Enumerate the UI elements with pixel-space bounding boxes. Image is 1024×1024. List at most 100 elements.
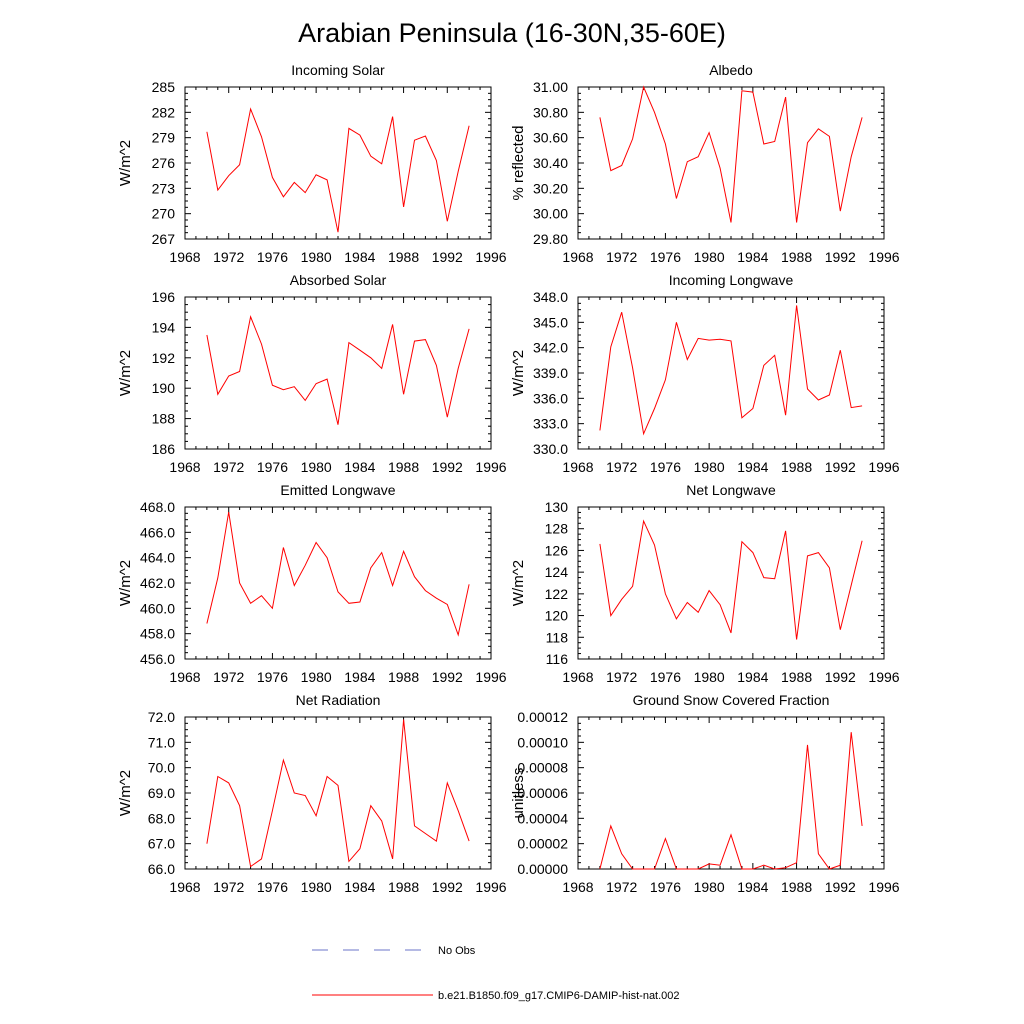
series-line [599, 519, 863, 640]
x-tick-label: 1988 [781, 459, 812, 475]
y-tick-label: 267 [152, 231, 176, 247]
y-tick-label: 468.0 [140, 499, 175, 515]
y-tick-label: 192 [152, 350, 176, 366]
x-tick-label: 1972 [213, 669, 244, 685]
x-tick-label: 1972 [213, 249, 244, 265]
x-tick-label: 1984 [344, 459, 375, 475]
plot-frame [577, 86, 885, 240]
x-tick-label: 1988 [781, 669, 812, 685]
y-tick-label: 282 [152, 104, 176, 120]
y-tick-label: 30.80 [533, 104, 568, 120]
y-tick-label: 66.0 [148, 861, 175, 877]
panel-title: Incoming Longwave [669, 272, 794, 288]
chart-panel: Incoming Solar W/m^2 1968 1972 1976 1980 1984 1… [117, 62, 507, 265]
main-title: Arabian Peninsula (16-30N,35-60E) [298, 18, 726, 48]
x-tick-label: 1984 [737, 669, 768, 685]
x-tick-label: 1972 [606, 459, 637, 475]
x-tick-label: 1984 [344, 249, 375, 265]
x-tick-label: 1992 [825, 459, 856, 475]
panel-title: Absorbed Solar [290, 272, 387, 288]
x-tick-label: 1972 [606, 669, 637, 685]
x-tick-label: 1976 [257, 249, 288, 265]
plot-frame [184, 506, 492, 660]
x-tick-label: 1968 [169, 879, 200, 895]
x-tick-label: 1980 [694, 459, 725, 475]
y-tick-label: 118 [546, 629, 569, 645]
y-tick-label: 194 [152, 319, 176, 335]
series-line [206, 107, 470, 233]
x-tick-label: 1972 [606, 879, 637, 895]
x-tick-label: 1992 [432, 459, 463, 475]
panel-title: Net Longwave [686, 482, 776, 498]
x-tick-label: 1976 [257, 879, 288, 895]
y-tick-label: 0.00006 [517, 785, 568, 801]
y-tick-label: 69.0 [148, 785, 175, 801]
x-tick-label: 1984 [737, 879, 768, 895]
chart-panel: Net Radiation W/m^2 1968 1972 1976 1980 1984 19… [117, 692, 507, 895]
y-tick-label: 456.0 [140, 651, 175, 667]
x-tick-label: 1968 [562, 669, 593, 685]
x-tick-label: 1992 [432, 249, 463, 265]
y-tick-label: 30.40 [533, 155, 568, 171]
x-tick-label: 1976 [257, 459, 288, 475]
y-tick-label: 72.0 [148, 709, 175, 725]
y-tick-label: 285 [152, 79, 176, 95]
y-tick-label: 0.00008 [517, 760, 568, 776]
x-tick-label: 1996 [475, 669, 506, 685]
x-tick-label: 1988 [388, 459, 419, 475]
y-tick-label: 345.0 [533, 314, 568, 330]
series-line [206, 315, 470, 425]
y-tick-label: 270 [152, 206, 176, 222]
x-tick-label: 1996 [868, 249, 899, 265]
x-tick-label: 1996 [868, 879, 899, 895]
panel-title: Net Radiation [296, 692, 381, 708]
chart-panel: Net Longwave W/m^2 1968 1972 1976 1980 1984 198… [510, 482, 900, 685]
x-tick-label: 1972 [606, 249, 637, 265]
y-tick-label: 0.00010 [517, 734, 568, 750]
x-tick-label: 1996 [475, 249, 506, 265]
x-tick-label: 1968 [169, 669, 200, 685]
x-tick-label: 1972 [213, 459, 244, 475]
plot-frame [577, 506, 885, 660]
y-tick-label: 128 [545, 521, 569, 537]
y-axis-label: W/m^2 [117, 560, 134, 606]
x-tick-label: 1972 [213, 879, 244, 895]
y-tick-label: 273 [152, 180, 176, 196]
x-tick-label: 1976 [650, 879, 681, 895]
x-tick-label: 1988 [388, 669, 419, 685]
x-tick-label: 1968 [169, 249, 200, 265]
y-axis-label: unitless [510, 768, 527, 819]
x-tick-label: 1988 [388, 879, 419, 895]
y-tick-label: 130 [545, 499, 569, 515]
x-tick-label: 1992 [825, 879, 856, 895]
chart-panel: Ground Snow Covered Fraction unitless 1968… [510, 692, 900, 895]
x-tick-label: 1980 [694, 879, 725, 895]
plot-frame [577, 296, 885, 450]
x-tick-label: 1996 [868, 459, 899, 475]
y-tick-label: 30.00 [533, 206, 568, 222]
x-tick-label: 1980 [301, 249, 332, 265]
y-tick-label: 464.0 [140, 550, 175, 566]
y-axis-label: % reflected [510, 125, 527, 200]
series-line [206, 512, 470, 637]
x-tick-label: 1992 [432, 879, 463, 895]
y-tick-label: 336.0 [533, 390, 568, 406]
x-tick-label: 1980 [694, 669, 725, 685]
x-tick-label: 1968 [562, 249, 593, 265]
plot-frame [184, 296, 492, 450]
panels: Incoming Solar W/m^2 1968 1972 1976 1980 1984 1… [117, 62, 900, 895]
x-tick-label: 1988 [781, 249, 812, 265]
y-tick-label: 279 [152, 130, 176, 146]
chart-panel: Albedo % reflected 1968 1972 1976 1980 1984 198… [510, 62, 900, 265]
chart-panel: Emitted Longwave W/m^2 1968 1972 1976 1980 198… [117, 482, 507, 685]
plot-frame [577, 716, 885, 870]
y-tick-label: 196 [152, 289, 176, 305]
x-tick-label: 1968 [562, 459, 593, 475]
x-tick-label: 1980 [301, 879, 332, 895]
y-tick-label: 276 [152, 155, 176, 171]
chart-panel: Incoming Longwave W/m^2 1968 1972 1976 1980 19… [510, 272, 900, 475]
x-tick-label: 1976 [257, 669, 288, 685]
x-tick-label: 1996 [475, 459, 506, 475]
y-tick-label: 333.0 [533, 416, 568, 432]
series-line [206, 719, 470, 868]
